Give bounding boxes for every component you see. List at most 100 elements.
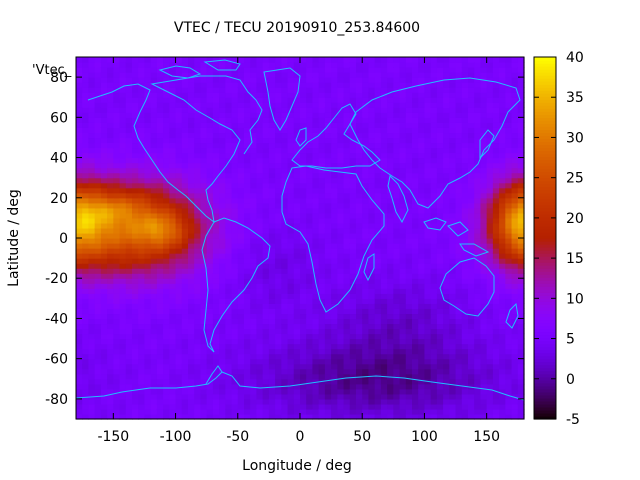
heatmap-cell [188, 177, 195, 184]
heatmap-cell [250, 348, 258, 355]
heatmap-cell [200, 122, 208, 128]
heatmap-cell [306, 298, 314, 304]
heatmap-cell [100, 298, 108, 304]
heatmap-cell [268, 217, 276, 224]
heatmap-cell [412, 358, 419, 365]
heatmap-cell [76, 338, 83, 345]
heatmap-cell [132, 388, 139, 395]
heatmap-cell [225, 323, 233, 330]
heatmap-cell [244, 308, 251, 315]
heatmap-cell [82, 268, 90, 274]
heatmap-cell [281, 152, 289, 159]
heatmap-cell [287, 358, 295, 365]
heatmap-cell [293, 77, 301, 83]
heatmap-cell [318, 62, 326, 68]
heatmap-cell [393, 57, 401, 63]
heatmap-cell [362, 152, 370, 159]
heatmap-cell [449, 258, 457, 264]
heatmap-cell [250, 263, 258, 269]
heatmap-cell [393, 273, 401, 279]
heatmap-cell [505, 323, 513, 330]
heatmap-cell [94, 62, 102, 68]
heatmap-cell [405, 413, 413, 420]
heatmap-cell [244, 238, 251, 244]
heatmap-cell [368, 328, 376, 335]
heatmap-cell [219, 363, 226, 370]
heatmap-cell [461, 62, 469, 68]
heatmap-cell [150, 298, 158, 304]
heatmap-cell [380, 408, 388, 415]
heatmap-cell [88, 62, 96, 68]
heatmap-cell [461, 303, 469, 309]
heatmap-cell [293, 152, 301, 159]
heatmap-cell [293, 403, 301, 410]
heatmap-cell [212, 97, 220, 103]
heatmap-cell [287, 343, 295, 350]
heatmap-cell [88, 253, 96, 259]
heatmap-cell [424, 303, 432, 309]
heatmap-cell [94, 92, 102, 98]
heatmap-cell [287, 368, 295, 375]
heatmap-cell [169, 328, 177, 335]
heatmap-cell [244, 217, 251, 224]
heatmap-cell [405, 147, 413, 154]
heatmap-cell [486, 303, 494, 309]
heatmap-cell [399, 343, 407, 350]
heatmap-cell [163, 283, 170, 289]
heatmap-cell [461, 107, 469, 113]
heatmap-cell [76, 238, 83, 244]
heatmap-cell [343, 363, 351, 370]
heatmap-cell [349, 408, 357, 415]
heatmap-cell [324, 328, 332, 335]
heatmap-cell [430, 288, 438, 294]
heatmap-cell [374, 273, 382, 279]
heatmap-cell [275, 393, 282, 400]
heatmap-cell [138, 207, 146, 214]
heatmap-cell [76, 87, 83, 93]
heatmap-cell [474, 333, 482, 340]
heatmap-cell [275, 77, 282, 83]
heatmap-cell [287, 328, 295, 335]
heatmap-cell [138, 368, 146, 375]
heatmap-cell [306, 152, 314, 159]
heatmap-cell [430, 212, 438, 219]
heatmap-cell [374, 222, 382, 229]
heatmap-cell [268, 222, 276, 229]
heatmap-cell [262, 72, 270, 78]
heatmap-cell [212, 353, 220, 360]
heatmap-cell [399, 253, 407, 259]
heatmap-cell [430, 308, 438, 315]
heatmap-cell [262, 117, 270, 123]
heatmap-cell [455, 348, 463, 355]
heatmap-cell [113, 157, 121, 164]
heatmap-cell [200, 363, 208, 370]
heatmap-cell [418, 197, 426, 204]
heatmap-cell [412, 62, 419, 68]
heatmap-cell [225, 403, 233, 410]
heatmap-cell [337, 112, 345, 118]
heatmap-cell [231, 303, 239, 309]
heatmap-cell [144, 62, 152, 68]
heatmap-cell [225, 313, 233, 320]
heatmap-cell [480, 278, 488, 284]
heatmap-cell [181, 187, 189, 194]
heatmap-cell [287, 248, 295, 254]
heatmap-cell [306, 232, 314, 239]
heatmap-cell [113, 117, 121, 123]
heatmap-cell [163, 238, 170, 244]
heatmap-cell [244, 353, 251, 360]
heatmap-cell [505, 313, 513, 320]
heatmap-cell [169, 167, 177, 174]
heatmap-cell [405, 172, 413, 179]
heatmap-cell [505, 383, 513, 390]
heatmap-cell [256, 293, 264, 299]
heatmap-cell [150, 177, 158, 184]
heatmap-cell [436, 328, 444, 335]
heatmap-cell [455, 378, 463, 385]
heatmap-cell [181, 77, 189, 83]
heatmap-cell [374, 333, 382, 340]
heatmap-cell [300, 368, 307, 375]
heatmap-cell [150, 212, 158, 219]
heatmap-cell [300, 97, 307, 103]
heatmap-cell [94, 82, 102, 88]
